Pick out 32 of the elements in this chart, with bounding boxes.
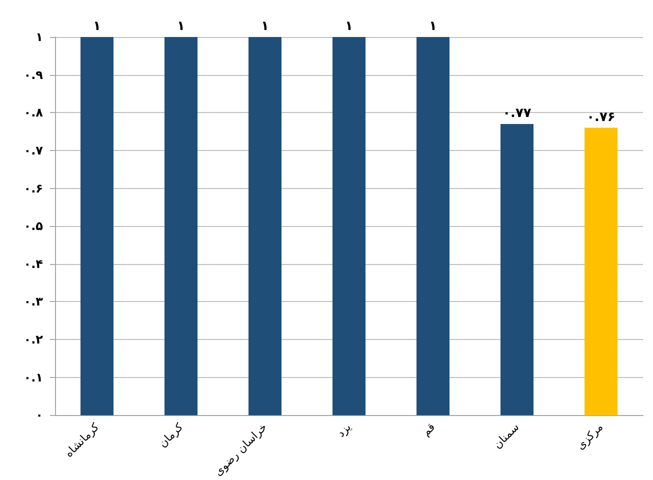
bar — [584, 128, 618, 416]
x-tick-label: کرمان — [156, 420, 186, 450]
y-tick-label: ۰.۷ — [24, 143, 44, 158]
data-label: ۱ — [93, 19, 101, 34]
y-tick-label: ۰.۳ — [24, 294, 44, 309]
x-tick-label: کرمانشاه — [62, 420, 102, 460]
x-tick-label: یزد — [334, 420, 354, 440]
bar — [500, 124, 534, 416]
data-label: ۱ — [429, 19, 437, 34]
y-tick-label: ۰.۹ — [24, 68, 44, 82]
y-tick-label: ۰.۸ — [24, 106, 44, 120]
x-tick-label: قم — [420, 420, 438, 439]
data-label: ۱ — [345, 19, 353, 34]
x-tick-label: مرکزی — [574, 420, 606, 452]
bar — [80, 37, 114, 416]
y-tick-label: ۰.۲ — [24, 332, 44, 347]
data-label: ۱ — [177, 19, 185, 34]
bar — [248, 37, 282, 416]
y-tick-label: ۰ — [36, 408, 43, 422]
y-tick-label: ۰.۱ — [24, 370, 43, 384]
bar — [164, 37, 198, 416]
data-label: ۰.۷۷ — [502, 106, 532, 121]
x-tick-label: خراسان رضوی — [212, 420, 270, 479]
y-tick-label: ۰.۵ — [24, 219, 43, 234]
y-tick-label: ۰.۶ — [24, 181, 43, 196]
x-tick-label: سمنان — [490, 420, 522, 452]
data-label: ۱ — [261, 19, 269, 34]
bar — [416, 37, 450, 416]
y-tick-label: ۰.۴ — [24, 256, 43, 271]
y-tick-label: ۱ — [36, 30, 43, 44]
bar — [332, 37, 366, 416]
data-label: ۰.۷۶ — [586, 110, 616, 125]
